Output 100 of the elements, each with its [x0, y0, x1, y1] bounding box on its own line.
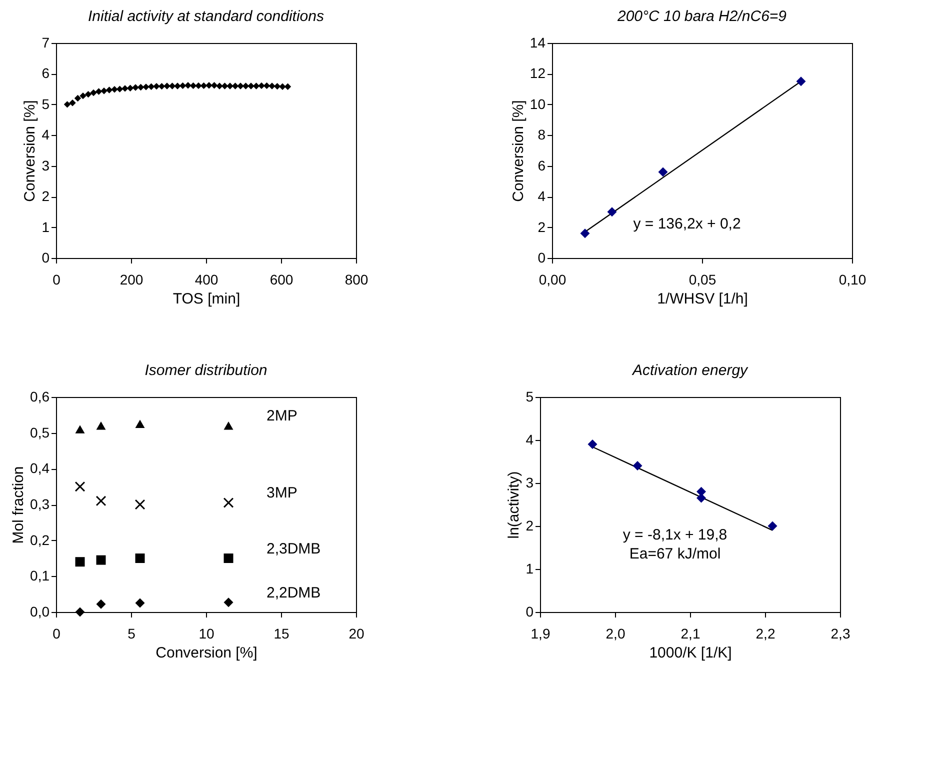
y-tick-label: 0,2 [30, 532, 50, 548]
y-tick-label: 4 [526, 432, 534, 448]
point [122, 85, 128, 92]
point [135, 554, 145, 563]
point [75, 557, 85, 567]
point [632, 461, 642, 471]
y-tick-label: 2 [538, 218, 546, 235]
point [263, 82, 270, 90]
point [158, 82, 166, 90]
y-tick-label: 3 [42, 157, 50, 174]
point [135, 420, 145, 428]
y-tick-label: 14 [530, 34, 546, 50]
point [100, 88, 108, 94]
point [580, 228, 590, 238]
y-tick-label: 3 [526, 474, 534, 490]
x-tick-label: 800 [344, 272, 368, 288]
x-tick-label: 0,10 [838, 272, 866, 288]
point [96, 496, 106, 506]
y-axis-title: Mol fraction [10, 466, 28, 544]
y-tick-label: 7 [42, 34, 50, 50]
y-axis-title: Conversion [%] [510, 100, 527, 202]
y-tick-label: 0,5 [30, 424, 50, 440]
point [126, 84, 134, 92]
point [75, 425, 85, 434]
y-axis-title: ln(activity) [506, 471, 523, 539]
y-tick-label: 0,4 [30, 460, 50, 476]
y-tick-label: 1 [42, 218, 50, 235]
annotation: Ea=67 kJ/mol [629, 546, 721, 563]
point [179, 82, 186, 90]
y-tick-label: 0 [538, 250, 546, 266]
point [607, 207, 617, 217]
point [80, 92, 86, 100]
point [274, 82, 281, 90]
y-tick-label: 10 [530, 96, 546, 112]
point [64, 101, 71, 108]
point [224, 598, 234, 608]
annotation: y = 136,2x + 0,2 [633, 216, 741, 233]
point [96, 555, 106, 565]
y-tick-label: 2 [42, 188, 50, 204]
x-tick-label: 0 [52, 272, 61, 288]
point [74, 481, 86, 492]
point [224, 422, 234, 430]
x-axis-title: 1000/K [1/K] [649, 644, 732, 662]
point [768, 521, 778, 531]
x-tick-label: 0 [52, 626, 61, 642]
point [134, 499, 146, 510]
point [284, 83, 292, 90]
x-tick-label: 1,9 [530, 626, 550, 642]
point [75, 607, 85, 617]
point [696, 486, 706, 496]
point [258, 82, 265, 90]
point [96, 422, 106, 430]
x-tick-label: 5 [128, 626, 136, 642]
point [90, 89, 97, 96]
x-tick-label: 0,05 [688, 272, 716, 288]
y-axis-title: Conversion [%] [22, 100, 39, 202]
point [224, 554, 234, 563]
point [96, 599, 106, 609]
x-tick-label: 2,0 [606, 626, 626, 642]
y-tick-label: 5 [42, 96, 50, 112]
y-tick-label: 4 [42, 126, 50, 143]
point [168, 82, 176, 90]
point [221, 82, 228, 90]
point [223, 497, 234, 508]
x-tick-label: 0,00 [538, 272, 566, 288]
x-axis-title: Conversion [%] [156, 644, 258, 662]
point [658, 167, 668, 177]
text: 3MP [266, 484, 298, 502]
point [195, 82, 202, 90]
point [74, 94, 82, 102]
y-tick-label: 2 [526, 518, 534, 534]
x-tick-label: 2,2 [756, 626, 776, 642]
y-tick-label: 0 [42, 250, 50, 266]
point [116, 86, 124, 92]
y-tick-label: 0,3 [30, 496, 50, 512]
x-tick-label: 600 [270, 272, 294, 288]
y-tick-label: 8 [538, 126, 546, 143]
point [588, 440, 598, 450]
x-axis-title: 1/WHSV [1/h] [657, 290, 748, 308]
x-tick-label: 20 [348, 626, 364, 642]
point [95, 88, 102, 95]
point [210, 82, 218, 89]
annotation: y = -8,1x + 19,8 [622, 526, 728, 544]
x-tick-label: 2,1 [680, 626, 700, 642]
point [84, 90, 92, 98]
y-tick-label: 1 [526, 560, 534, 576]
x-tick-label: 400 [194, 272, 218, 288]
point [268, 82, 276, 90]
point [132, 84, 139, 91]
point [200, 82, 208, 90]
chart-title: Activation energy [631, 362, 750, 379]
point [232, 82, 239, 90]
chart-title: 200°C 10 bara H2/nC6=9 [616, 8, 788, 25]
chart-title: Initial activity at standard conditions [88, 8, 324, 25]
point [174, 82, 181, 90]
point [252, 82, 260, 90]
y-tick-label: 6 [538, 157, 546, 174]
x-tick-label: 15 [274, 626, 290, 642]
point [796, 76, 806, 86]
point [696, 493, 706, 503]
